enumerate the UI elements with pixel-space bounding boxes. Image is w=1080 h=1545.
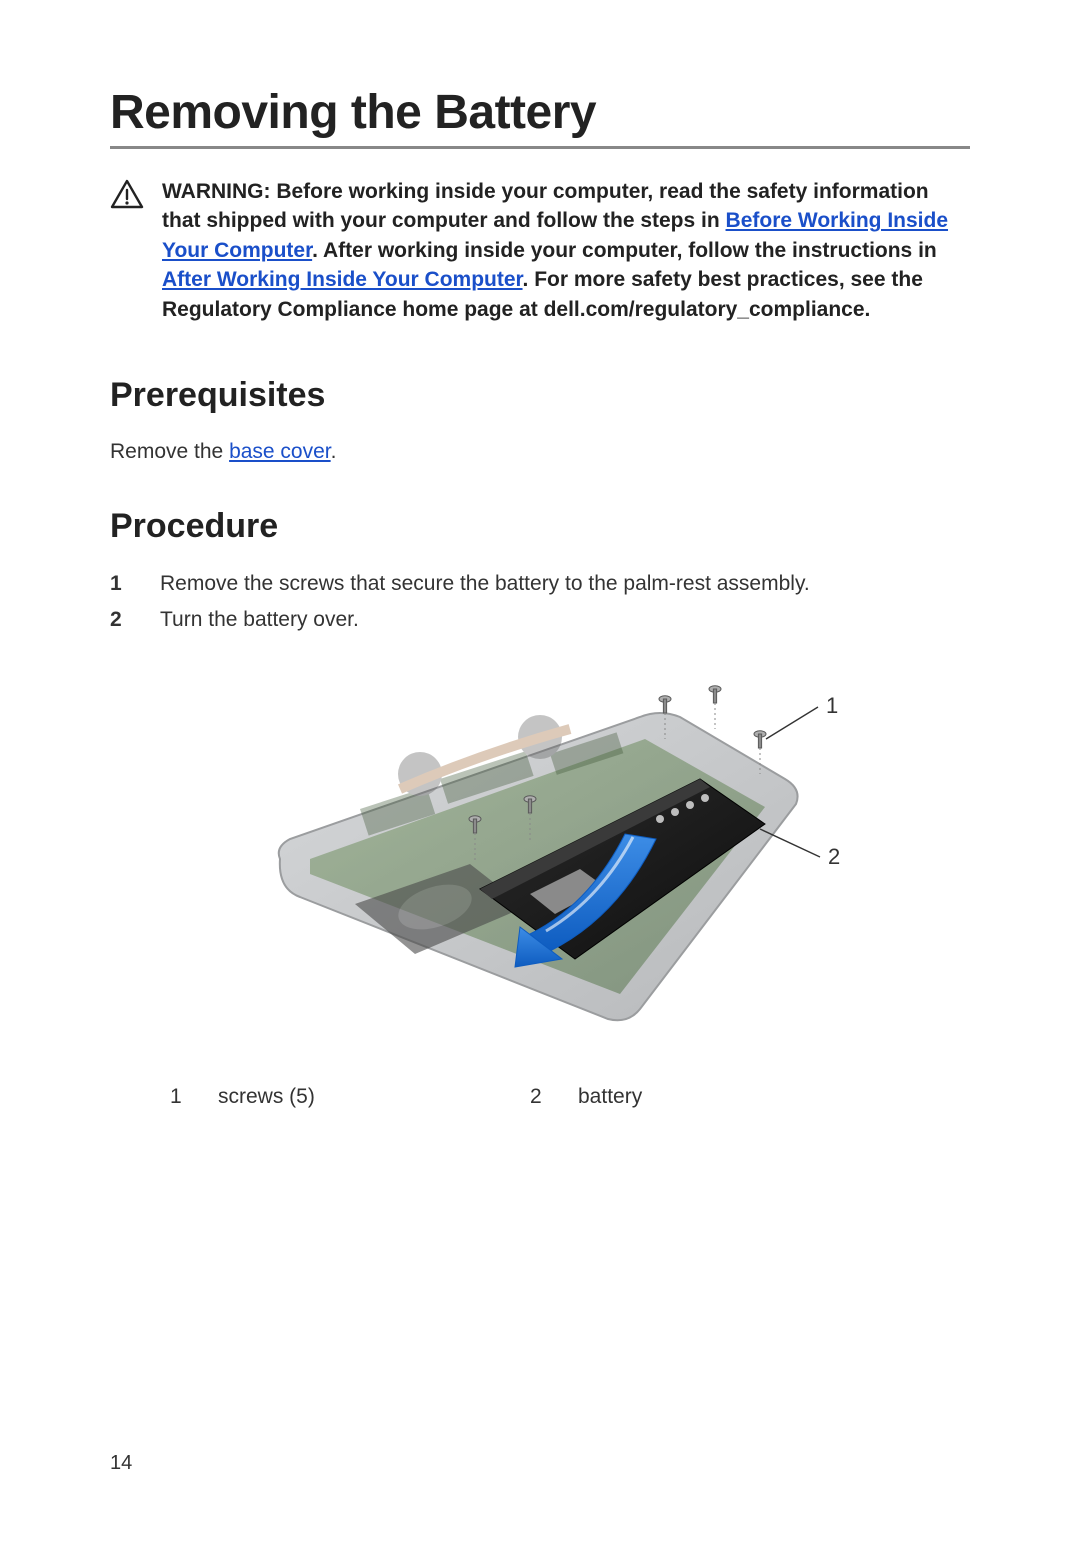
warning-icon (110, 177, 144, 214)
prereq-before: Remove the (110, 440, 229, 463)
prerequisites-heading: Prerequisites (110, 376, 970, 415)
legend-num-2: 2 (530, 1085, 550, 1109)
legend-item-2: 2 battery (530, 1085, 642, 1109)
warning-block: WARNING: Before working inside your comp… (110, 177, 970, 324)
svg-text:2: 2 (828, 844, 840, 869)
svg-text:1: 1 (826, 693, 838, 718)
legend-label-2: battery (578, 1085, 642, 1109)
warning-part-2: . After working inside your computer, fo… (312, 239, 937, 262)
link-after-working[interactable]: After Working Inside Your Computer (162, 268, 523, 291)
figure-battery-removal: 1 2 (110, 659, 970, 1059)
callout-1: 1 (766, 693, 838, 739)
page-title: Removing the Battery (110, 85, 970, 149)
prereq-after: . (331, 440, 337, 463)
step-2: Turn the battery over. (110, 604, 970, 636)
step-1: Remove the screws that secure the batter… (110, 568, 970, 600)
warning-text: WARNING: Before working inside your comp… (162, 177, 970, 324)
legend-num-1: 1 (170, 1085, 190, 1109)
procedure-steps: Remove the screws that secure the batter… (110, 568, 970, 635)
legend-item-1: 1 screws (5) (170, 1085, 530, 1109)
figure-legend: 1 screws (5) 2 battery (110, 1085, 970, 1109)
document-page: Removing the Battery WARNING: Before wor… (0, 0, 1080, 1109)
legend-label-1: screws (5) (218, 1085, 315, 1109)
page-number: 14 (110, 1452, 132, 1475)
prerequisites-text: Remove the base cover. (110, 437, 970, 467)
procedure-heading: Procedure (110, 507, 970, 546)
callout-2: 2 (760, 829, 840, 869)
link-base-cover[interactable]: base cover (229, 440, 331, 463)
